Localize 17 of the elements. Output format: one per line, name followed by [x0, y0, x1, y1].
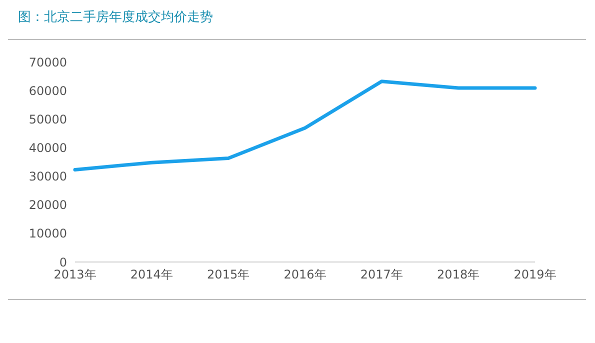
y-tick-label: 50000 [28, 112, 67, 126]
x-tick-label: 2017年 [360, 268, 403, 282]
line-series [73, 80, 537, 172]
x-tick-label: 2016年 [284, 268, 326, 282]
y-tick-label: 30000 [28, 170, 67, 184]
y-tick-label: 20000 [28, 198, 67, 212]
y-tick-label: 10000 [28, 226, 67, 241]
x-tick-label: 2019年 [514, 268, 556, 282]
y-tick-label: 40000 [28, 140, 67, 155]
y-tick-label: 60000 [28, 84, 67, 98]
x-tick-label: 2018年 [437, 268, 480, 282]
y-tick-label: 0 [59, 255, 67, 270]
y-tick-label: 70000 [28, 55, 67, 70]
x-tick-label: 2013年 [54, 268, 96, 282]
x-tick-label: 2015年 [207, 268, 250, 282]
x-tick-label: 2014年 [130, 268, 173, 282]
chart-title: 图：北京二手房年度成交均价走势 [18, 9, 213, 26]
